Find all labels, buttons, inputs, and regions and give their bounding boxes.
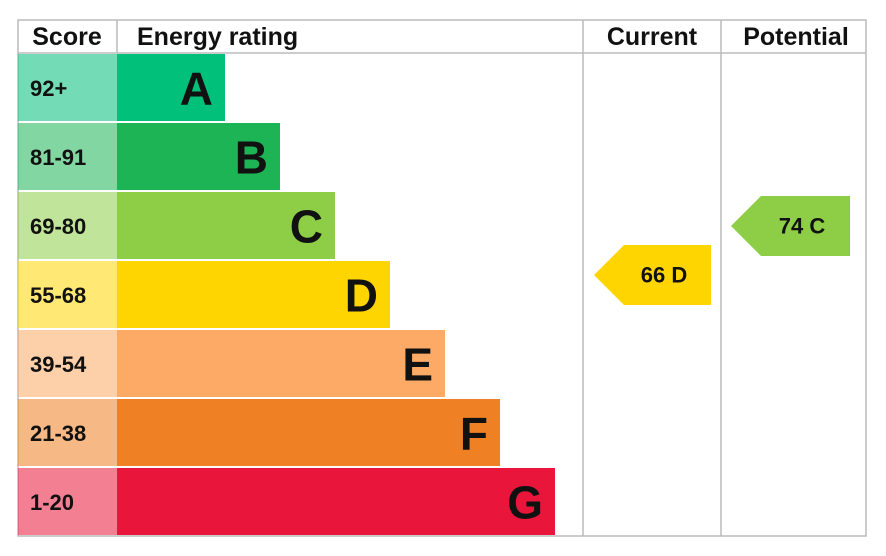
rating-bar [117, 330, 445, 397]
score-label: 92+ [30, 76, 67, 101]
score-label: 55-68 [30, 283, 86, 308]
header: Energy rating [137, 23, 298, 51]
potential-arrow [731, 196, 850, 256]
score-cell [18, 399, 117, 466]
rating-letter: E [402, 339, 433, 391]
score-label: 81-91 [30, 145, 86, 170]
rating-bar [117, 192, 335, 259]
header: Score [32, 23, 102, 51]
score-label: 69-80 [30, 214, 86, 239]
rows: 92+ A 81-91 B 69-80 C 55-68 D 39-54 E 21-38 F 1-20 G [18, 54, 555, 535]
potential-label: 74 C [779, 214, 826, 239]
header: Current [607, 23, 698, 51]
score-cell [18, 192, 117, 259]
rating-letter: F [460, 408, 488, 460]
rating-bar [117, 123, 280, 190]
rating-bar [117, 54, 225, 121]
score-cell [18, 468, 117, 535]
rating-bar [117, 468, 555, 535]
rating-letter: B [235, 132, 268, 184]
score-label: 1-20 [30, 490, 74, 515]
header: Potential [743, 23, 849, 51]
rating-letter: C [290, 201, 323, 253]
score-label: 21-38 [30, 421, 86, 446]
rating-letter: D [345, 270, 378, 322]
score-cell [18, 123, 117, 190]
score-cell [18, 330, 117, 397]
rating-letter: G [507, 477, 543, 529]
rating-letter: A [180, 63, 213, 115]
current-label: 66 D [641, 263, 687, 288]
current-arrow [594, 245, 711, 305]
score-label: 39-54 [30, 352, 87, 377]
rating-bar [117, 261, 390, 328]
score-cell [18, 54, 117, 121]
rating-bar [117, 399, 500, 466]
score-cell [18, 261, 117, 328]
